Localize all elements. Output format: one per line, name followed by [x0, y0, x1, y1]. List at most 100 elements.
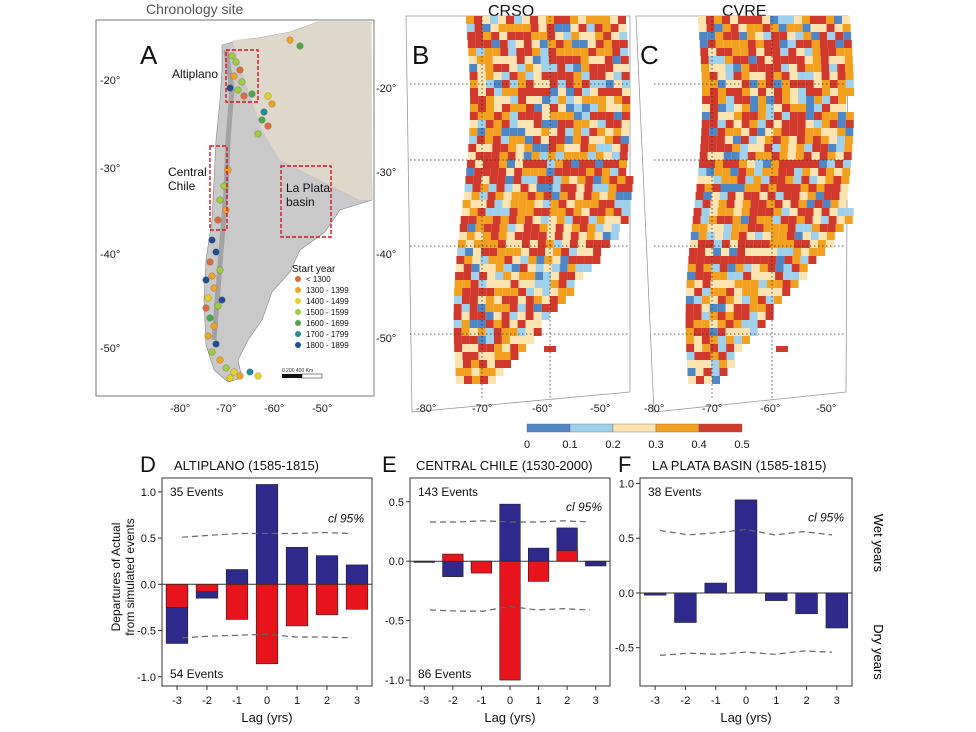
raster-cell [482, 24, 491, 32]
raster-cell [469, 80, 478, 88]
raster-cell [809, 176, 818, 184]
raster-cell [621, 64, 630, 72]
raster-cell [760, 184, 769, 192]
raster-cell [747, 152, 756, 160]
raster-cell [483, 32, 492, 40]
raster-cell [509, 208, 518, 216]
raster-cell [757, 112, 766, 120]
altiplano-region-box [225, 49, 259, 103]
colorbar-tick-label: 0.4 [691, 439, 706, 451]
raster-cell [685, 336, 694, 344]
raster-cell [541, 112, 550, 120]
raster-cell [785, 248, 794, 256]
raster-cell [792, 256, 801, 264]
raster-cell [487, 192, 496, 200]
chronology-site-marker [212, 340, 220, 348]
raster-cell [804, 216, 813, 224]
raster-cell [749, 72, 758, 80]
raster-cell [540, 216, 549, 224]
raster-cell [757, 120, 766, 128]
wet-years-bar [765, 592, 788, 601]
raster-cell [748, 56, 757, 64]
raster-cell [465, 240, 474, 248]
raster-cell [709, 328, 718, 336]
raster-cell [613, 72, 622, 80]
raster-cell [798, 104, 806, 112]
panel-letter-a: A [140, 40, 158, 70]
raster-cell [602, 232, 611, 240]
raster-cell [533, 320, 542, 328]
raster-cell [453, 328, 462, 336]
raster-cell [554, 232, 563, 240]
raster-cell [757, 312, 766, 320]
raster-cell [718, 288, 727, 296]
raster-cell [821, 64, 830, 72]
map-b-lat-label: -30° [376, 167, 396, 179]
raster-cell [733, 208, 742, 216]
raster-cell [766, 104, 774, 112]
raster-cell [555, 160, 563, 168]
raster-cell [712, 256, 721, 264]
map-b-lon-label: -70° [472, 403, 492, 415]
raster-cell [462, 288, 471, 296]
raster-cell [586, 168, 595, 176]
raster-cell [770, 24, 779, 32]
raster-cell [453, 320, 462, 328]
raster-cell [797, 120, 806, 128]
raster-cell [796, 56, 805, 64]
raster-cell [838, 96, 847, 104]
raster-cell [567, 272, 576, 280]
raster-cell [811, 32, 820, 40]
raster-cell [620, 144, 629, 152]
raster-cell [840, 184, 849, 192]
raster-cell [766, 96, 775, 104]
raster-cell [804, 144, 813, 152]
raster-cell [778, 232, 787, 240]
raster-cell [775, 264, 784, 272]
raster-cell [603, 32, 612, 40]
raster-cell [749, 64, 758, 72]
raster-cell [765, 312, 774, 320]
chronology-site-marker [226, 84, 234, 92]
raster-cell [836, 136, 845, 144]
colorbar-tick-label: 0 [524, 439, 530, 451]
chart-title: LA PLATA BASIN (1585-1815) [652, 458, 826, 473]
raster-cell [713, 176, 722, 184]
raster-cell [814, 200, 823, 208]
raster-cell [548, 144, 557, 152]
raster-cell [537, 176, 546, 184]
chronology-site-marker [232, 58, 240, 66]
raster-cell [813, 112, 822, 120]
raster-cell [725, 304, 734, 312]
ci-upper-line [430, 520, 591, 523]
raster-cell [811, 152, 820, 160]
raster-cell [542, 96, 551, 104]
raster-cell [718, 352, 727, 360]
raster-cell [605, 72, 614, 80]
raster-cell [596, 136, 605, 144]
dry-years-label: Dry years [871, 624, 886, 680]
raster-cell [494, 96, 503, 104]
raster-cell [603, 152, 612, 160]
raster-cell [686, 280, 695, 288]
raster-cell [820, 136, 829, 144]
raster-cell [515, 40, 524, 48]
raster-cell [483, 40, 492, 48]
chronology-site-marker [264, 122, 272, 130]
raster-cell [493, 320, 502, 328]
raster-cell [567, 264, 576, 272]
raster-cell [822, 104, 830, 112]
raster-cell [763, 40, 772, 48]
raster-cell [469, 128, 478, 136]
raster-cell [522, 24, 531, 32]
raster-cell [557, 208, 566, 216]
raster-cell [810, 168, 819, 176]
raster-cell [620, 48, 629, 56]
raster-cell [611, 32, 620, 40]
raster-cell [782, 104, 790, 112]
raster-cell [806, 96, 815, 104]
raster-cell [813, 208, 822, 216]
raster-cell [604, 144, 613, 152]
raster-cell [479, 368, 488, 376]
raster-cell [727, 272, 736, 280]
